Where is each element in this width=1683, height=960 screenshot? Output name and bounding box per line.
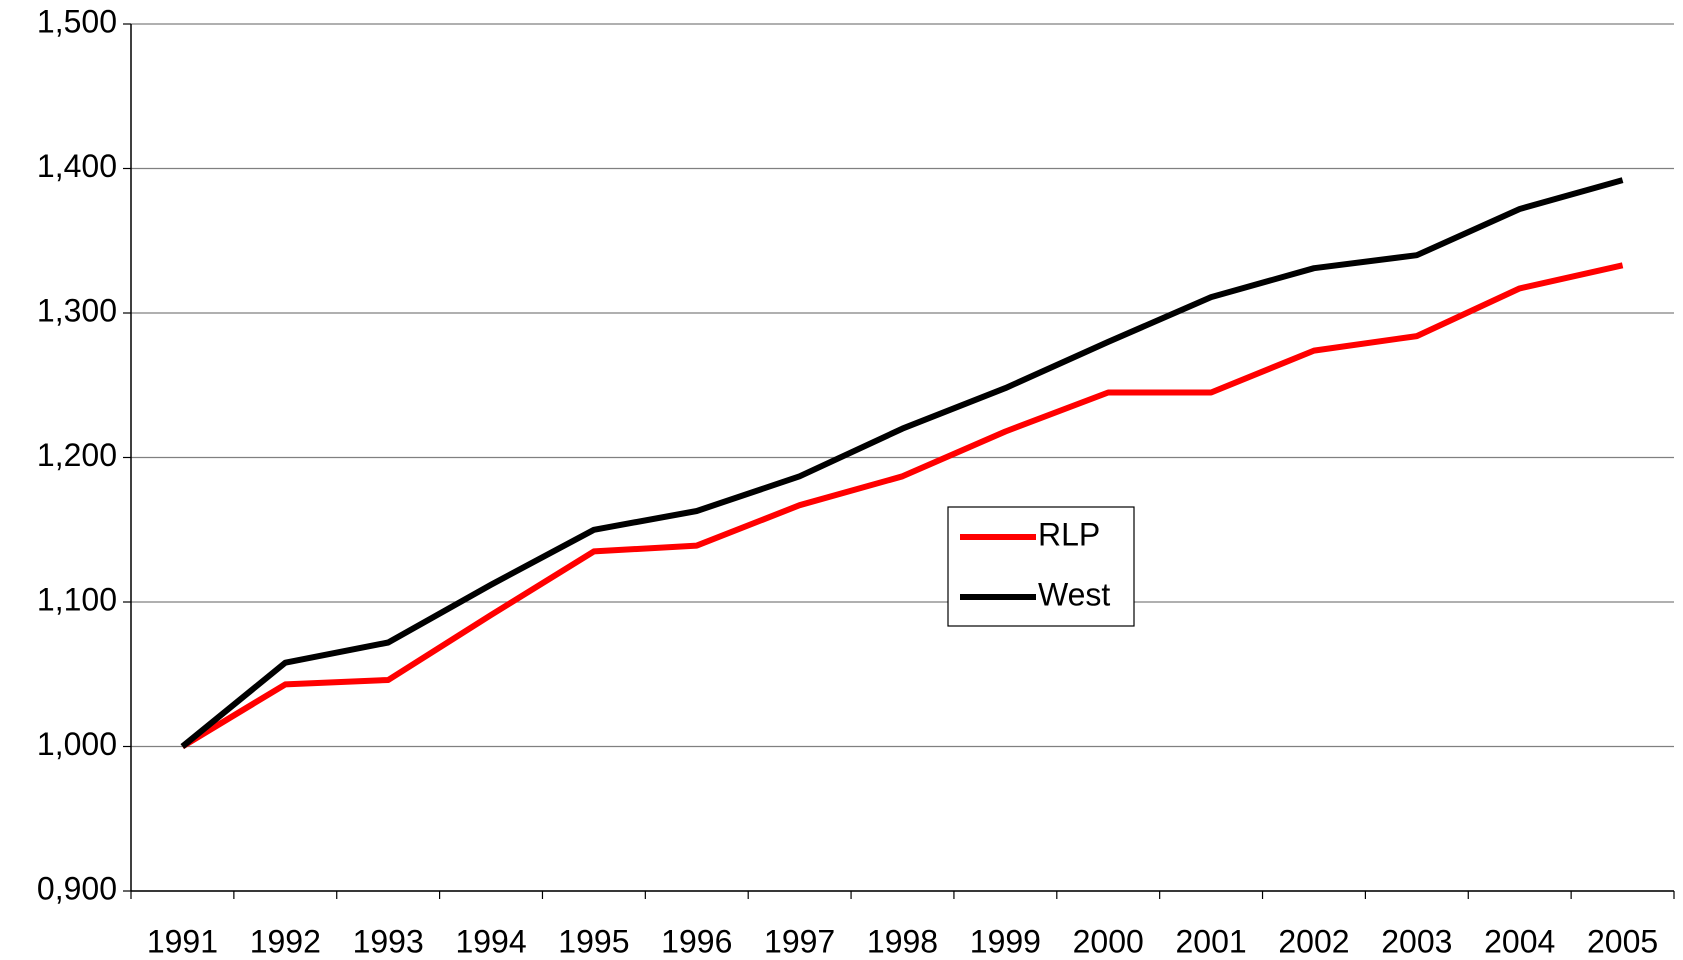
x-tick-label: 2002 xyxy=(1278,923,1349,959)
x-tick-label: 1991 xyxy=(147,923,218,959)
legend-label: West xyxy=(1038,576,1110,612)
legend-box xyxy=(947,506,1135,627)
y-tick-label: 1,100 xyxy=(37,581,117,617)
x-tick-label: 1998 xyxy=(867,923,938,959)
x-tick-label: 1993 xyxy=(353,923,424,959)
x-tick-label: 2005 xyxy=(1587,923,1658,959)
x-tick-label: 1999 xyxy=(970,923,1041,959)
legend-label: RLP xyxy=(1038,516,1100,552)
x-tick-label: 2004 xyxy=(1484,923,1555,959)
x-tick-label: 1995 xyxy=(558,923,629,959)
x-tick-label: 1992 xyxy=(250,923,321,959)
series-line xyxy=(180,262,1624,750)
series-line xyxy=(180,177,1624,749)
x-tick-label: 2000 xyxy=(1073,923,1144,959)
y-tick-label: 1,200 xyxy=(37,437,117,473)
y-tick-label: 1,500 xyxy=(37,3,117,39)
x-tick-label: 2001 xyxy=(1176,923,1247,959)
x-tick-label: 1997 xyxy=(764,923,835,959)
x-tick-label: 1994 xyxy=(455,923,526,959)
y-tick-label: 1,000 xyxy=(37,726,117,762)
x-tick-label: 1996 xyxy=(661,923,732,959)
x-tick-label: 2003 xyxy=(1381,923,1452,959)
y-tick-label: 1,400 xyxy=(37,148,117,184)
y-tick-label: 0,900 xyxy=(37,870,117,906)
y-tick-label: 1,300 xyxy=(37,292,117,328)
